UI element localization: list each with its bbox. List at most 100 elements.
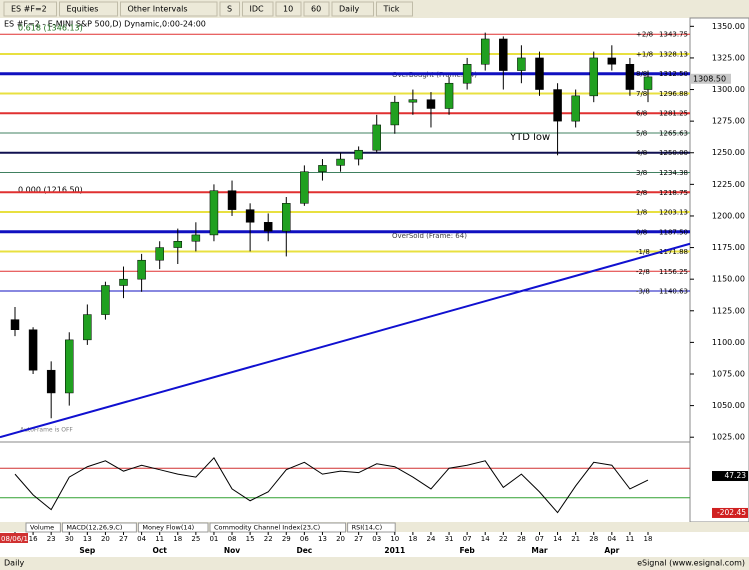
candle-body [571,95,580,122]
x-tick-label: 11 [155,535,164,543]
candle-body [282,203,291,232]
tab-label: MACD(12,26,9,C) [66,524,122,532]
candle-body [517,57,526,71]
month-label: Dec [296,546,312,555]
toolbar-label: Other Intervals [128,5,188,14]
toolbar-label: 60 [311,5,321,14]
oscillator-line [14,457,649,514]
toolbar-label: Equities [67,5,99,14]
y-tick-label: 1275.00 [712,117,745,126]
murrey-price: 1250.00 [659,149,688,157]
candle-body [10,319,20,330]
x-tick-label: 10 [390,535,399,543]
readout: 47.23 [725,471,747,480]
toolbar-label: Daily [339,5,360,14]
toolbar-button[interactable] [59,1,118,17]
x-tick-label: 08/06/10 [1,535,32,543]
x-tick-label: 06 [300,535,309,543]
footer-right: eSignal (www.esignal.com) [637,559,745,568]
x-tick-label: 14 [553,535,562,543]
candle-body [209,190,219,236]
murrey-label: +1/8 [636,50,653,58]
candle-body [589,57,598,97]
x-tick-label: 04 [607,535,616,543]
x-tick-label: 29 [282,535,291,543]
x-tick-label: 31 [445,535,454,543]
x-tick-label: 18 [173,535,182,543]
murrey-label: 6/8 [636,110,647,118]
x-tick-label: 14 [481,535,490,543]
candle-body [119,278,128,286]
y-tick-label: 1325.00 [712,53,745,62]
toolbar-button[interactable] [331,1,374,17]
x-tick-label: 08 [228,535,237,543]
candle-body [155,247,164,261]
y-tick-label: 1150.00 [712,275,745,284]
autoframe-label: AutoFrame is OFF [20,427,73,434]
x-tick-label: 25 [191,535,200,543]
tab-label: Volume [30,524,54,532]
tab-label: RSI(14,C) [352,524,383,532]
murrey-label: 1/8 [636,209,647,217]
murrey-label: -3/8 [636,288,650,296]
murrey-label: +2/8 [636,31,653,39]
toolbar-button[interactable] [3,1,57,17]
footer-left: Daily [4,559,25,568]
toolbar-button[interactable] [376,1,413,17]
indicator-tab[interactable] [137,522,209,533]
status-bar [0,557,749,570]
candle-body [444,82,454,109]
y-tick-label: 1200.00 [712,211,745,220]
murrey-price: 1218.75 [659,189,688,197]
murrey-label: 3/8 [636,169,647,177]
x-tick-label: 01 [209,535,218,543]
murrey-label: 7/8 [636,90,647,98]
month-label: Feb [460,546,476,555]
indicator-tab[interactable] [347,522,396,533]
y-tick-label: 1125.00 [712,306,745,315]
toolbar-label: IDC [250,5,265,14]
candle-body [191,234,201,242]
toolbar-button[interactable] [120,1,218,17]
x-tick-label: 24 [427,535,436,543]
indicator-tab[interactable] [61,522,137,533]
toolbar-button[interactable] [242,1,274,17]
date-box [0,533,28,543]
x-tick-label: 16 [29,535,38,543]
toolbar-button[interactable] [303,1,330,17]
candle-body [137,259,146,280]
month-label: 2011 [384,546,405,555]
y-tick-label: 1250.00 [712,148,745,157]
readout-box [712,507,748,518]
murrey-price: 1281.25 [659,110,688,118]
indicator-tab[interactable] [25,522,61,533]
candle-body [426,99,436,109]
candle-body [101,285,110,315]
readout-box [712,471,748,482]
murrey-price: 1265.63 [659,129,688,137]
y-tick-label: 1100.00 [712,338,745,347]
candle-body [372,124,381,151]
indicator-tab[interactable] [209,522,347,533]
x-tick-label: 30 [65,535,74,543]
murrey-price: 1203.13 [659,209,688,217]
y-tick-label: 1300.00 [712,85,745,94]
x-tick-label: 04 [137,535,146,543]
x-tick-label: 18 [408,535,417,543]
candle-body [245,209,255,223]
last-price-box [691,73,731,84]
murrey-label: 8/8 [636,70,647,78]
fib-label: 0.000 (1216.50) [18,186,83,195]
toolbar-button[interactable] [219,1,240,17]
murrey-label: 0/8 [636,228,647,236]
x-tick-label: 22 [264,535,273,543]
x-tick-label: 22 [499,535,508,543]
murrey-price: 1296.88 [659,90,688,98]
chart-title: ES #F=2 - E-MINI S&P 500,D) Dynamic,0:00… [4,20,206,29]
murrey-price: 1234.38 [659,169,688,177]
toolbar-button[interactable] [275,1,302,17]
y-tick-label: 1175.00 [712,243,745,252]
x-tick-label: 20 [336,535,345,543]
x-tick-label: 03 [372,535,381,543]
candle-body [28,329,38,371]
